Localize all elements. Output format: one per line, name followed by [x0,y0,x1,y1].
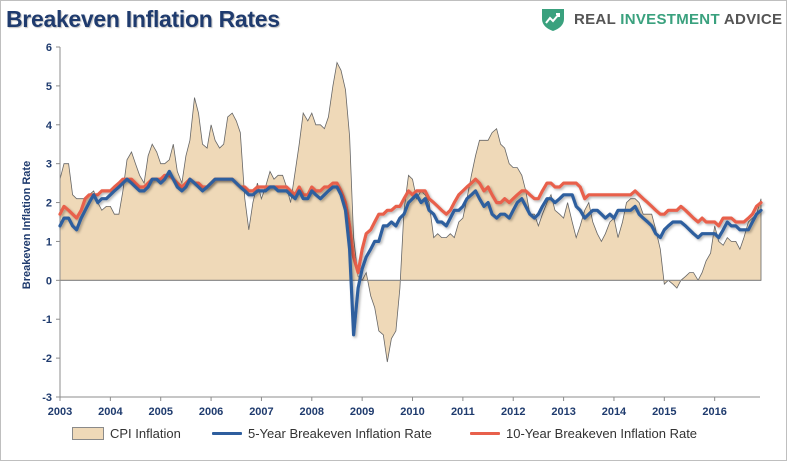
shield-icon [542,9,564,31]
y-axis-label: Breakeven Inflation Rate [21,161,33,289]
x-tick-label: 2012 [501,406,525,418]
x-tick-label: 2006 [199,406,223,418]
x-tick-label: 2004 [98,406,123,418]
legend-item-cpi: CPI Inflation [72,426,181,441]
x-tick-label: 2008 [300,406,324,418]
five-year-breakeven-line [58,169,763,337]
legend-swatch-5yr [212,432,242,435]
y-tick-label: 6 [46,42,52,54]
x-tick-label: 2007 [249,406,273,418]
legend-item-10yr: 10-Year Breakeven Inflation Rate [470,426,697,441]
y-tick-label: -2 [42,353,52,365]
chart-legend: CPI Inflation 5-Year Breakeven Inflation… [0,424,787,444]
y-tick-label: 3 [46,159,52,171]
y-tick-label: 1 [46,236,52,248]
brand-name: REAL INVESTMENT ADVICE [574,10,783,28]
x-tick-label: 2009 [350,406,374,418]
y-tick-label: -3 [42,392,52,404]
x-tick-label: 2005 [148,406,172,418]
x-tick-label: 2011 [451,406,475,418]
cpi-inflation-area [59,61,762,363]
brand-logo: REAL INVESTMENT ADVICE [540,6,782,32]
legend-label-cpi: CPI Inflation [110,426,181,441]
legend-item-5yr: 5-Year Breakeven Inflation Rate [212,426,432,441]
y-tick-label: -1 [42,314,52,326]
legend-swatch-10yr [470,432,500,435]
chart-title: Breakeven Inflation Rates [6,6,280,32]
x-tick-label: 2013 [551,406,575,418]
x-tick-label: 2010 [400,406,424,418]
x-tick-label: 2014 [602,406,627,418]
y-tick-label: 0 [46,275,52,287]
y-tick-label: 4 [46,120,53,132]
legend-label-10yr: 10-Year Breakeven Inflation Rate [506,426,698,441]
legend-swatch-cpi [72,427,104,440]
y-tick-label: 5 [46,81,52,93]
legend-label-5yr: 5-Year Breakeven Inflation Rate [248,426,432,441]
y-tick-label: 2 [46,198,52,210]
x-tick-label: 2016 [702,406,726,418]
x-tick-label: 2003 [48,406,72,418]
x-tick-label: 2015 [652,406,676,418]
